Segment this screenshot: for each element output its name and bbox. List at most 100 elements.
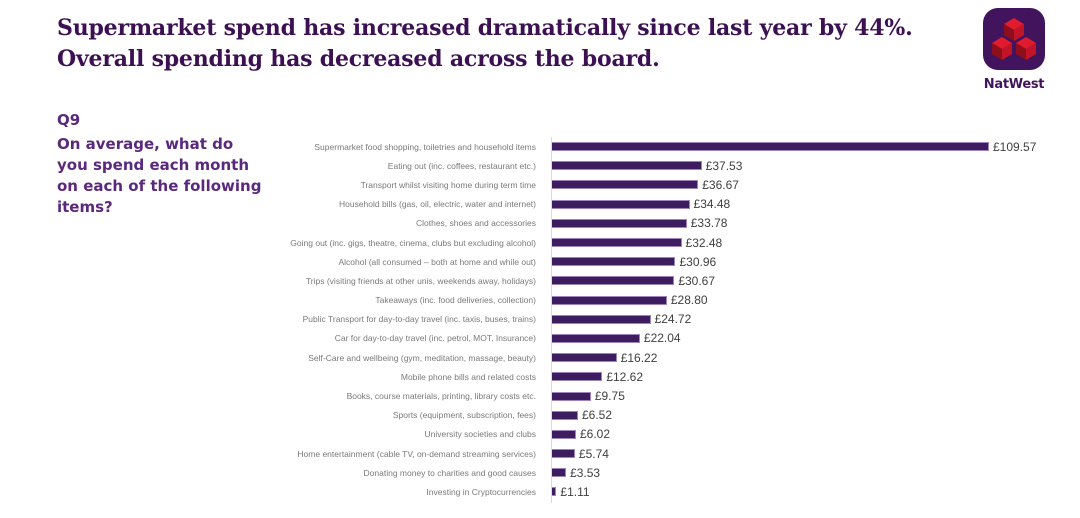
bar bbox=[552, 429, 576, 439]
slide-title: Supermarket spend has increased dramatic… bbox=[57, 13, 917, 75]
question-id: Q9 bbox=[57, 111, 81, 129]
bar-value-label: £30.96 bbox=[679, 254, 717, 269]
bar-category-label: Trips (visiting friends at other unis, w… bbox=[305, 275, 536, 286]
bar-row: Mobile phone bills and related costs £12.… bbox=[0, 367, 1080, 386]
bar-area: £6.52 bbox=[552, 408, 612, 422]
bar-category-label: Alcohol (all consumed – both at home and… bbox=[338, 256, 536, 267]
bar-value-label: £6.02 bbox=[580, 427, 611, 442]
bar-row: University societies and clubs £6.02 bbox=[0, 425, 1080, 444]
bar-value-label: £109.57 bbox=[993, 139, 1037, 154]
bar-area: £12.62 bbox=[552, 370, 643, 384]
bar bbox=[552, 295, 667, 305]
natwest-logo: NatWest bbox=[962, 8, 1066, 92]
bar-category-label: Household bills (gas, oil, electric, wat… bbox=[338, 199, 536, 210]
bar-category-label: Sports (equipment, subscription, fees) bbox=[392, 410, 536, 421]
bar-category-label: Donating money to charities and good cau… bbox=[363, 467, 536, 478]
natwest-wordmark: NatWest bbox=[983, 77, 1045, 92]
bar-area: £3.53 bbox=[552, 466, 600, 480]
bar bbox=[552, 257, 676, 267]
bar-value-label: £28.80 bbox=[670, 293, 708, 308]
bar-row: Sports (equipment, subscription, fees) £6… bbox=[0, 406, 1080, 425]
bar-value-label: £6.52 bbox=[582, 408, 613, 423]
bar-area: £30.96 bbox=[552, 255, 716, 269]
bar-row: Takeaways (inc. food deliveries, collect… bbox=[0, 291, 1080, 310]
bar-area: £34.48 bbox=[552, 197, 730, 211]
bar bbox=[552, 142, 989, 152]
bar-chart: Supermarket food shopping, toiletries an… bbox=[0, 137, 1080, 503]
bar bbox=[552, 391, 591, 401]
bar-category-label: Clothes, shoes and accessories bbox=[415, 218, 536, 229]
bar-value-label: £1.11 bbox=[560, 484, 590, 499]
bar-value-label: £22.04 bbox=[643, 331, 681, 346]
bar-area: £28.80 bbox=[552, 293, 708, 307]
bar-row: Self-Care and wellbeing (gym, meditation… bbox=[0, 348, 1080, 367]
bar-row: Eating out (inc. coffees, restaurant etc… bbox=[0, 156, 1080, 175]
bar-area: £109.57 bbox=[552, 140, 1036, 154]
bar-area: £32.48 bbox=[552, 236, 722, 250]
bar-row: Investing in Cryptocurrencies £1.11 bbox=[0, 482, 1080, 501]
bar-area: £6.02 bbox=[552, 427, 610, 441]
bar bbox=[552, 276, 675, 286]
bar-category-label: Home entertainment (cable TV, on-demand … bbox=[297, 448, 536, 459]
bar-category-label: Public Transport for day-to-day travel (… bbox=[302, 314, 536, 325]
bar bbox=[552, 468, 567, 478]
bar-rows: Supermarket food shopping, toiletries an… bbox=[0, 137, 1080, 502]
question-text: On average, what do you spend each month… bbox=[57, 135, 262, 216]
bar-area: £33.78 bbox=[552, 216, 727, 230]
bar-category-label: Transport whilst visiting home during te… bbox=[360, 179, 536, 190]
bar-row: Home entertainment (cable TV, on-demand … bbox=[0, 444, 1080, 463]
bar-area: £5.74 bbox=[552, 447, 609, 461]
bar-value-label: £12.62 bbox=[606, 369, 644, 384]
bar-row: Clothes, shoes and accessories £33.78 bbox=[0, 214, 1080, 233]
bar-area: £9.75 bbox=[552, 389, 625, 403]
bar bbox=[552, 372, 603, 382]
bar-row: Going out (inc. gigs, theatre, cinema, c… bbox=[0, 233, 1080, 252]
bar-row: Car for day-to-day travel (inc. petrol, … bbox=[0, 329, 1080, 348]
bar-area: £1.11 bbox=[552, 485, 590, 499]
bar-category-label: Self-Care and wellbeing (gym, meditation… bbox=[308, 352, 536, 363]
bar-category-label: Eating out (inc. coffees, restaurant etc… bbox=[387, 160, 536, 171]
bar-area: £24.72 bbox=[552, 312, 691, 326]
bar-category-label: University societies and clubs bbox=[424, 429, 537, 440]
bar bbox=[552, 410, 578, 420]
bar-row: Donating money to charities and good cau… bbox=[0, 463, 1080, 482]
bar-row: Household bills (gas, oil, electric, wat… bbox=[0, 195, 1080, 214]
bar-value-label: £5.74 bbox=[578, 446, 609, 461]
slide-title-line1: Supermarket spend has increased dramatic… bbox=[57, 15, 913, 41]
chart-axis-line bbox=[551, 137, 552, 503]
bar bbox=[552, 333, 640, 343]
bar-value-label: £30.67 bbox=[678, 273, 716, 288]
bar-area: £30.67 bbox=[552, 274, 715, 288]
natwest-cubes-icon bbox=[983, 8, 1045, 70]
bar bbox=[552, 487, 557, 497]
bar-row: Transport whilst visiting home during te… bbox=[0, 175, 1080, 194]
bar-value-label: £36.67 bbox=[702, 177, 739, 192]
bar-category-label: Supermarket food shopping, toiletries an… bbox=[314, 141, 536, 152]
bar-category-label: Takeaways (inc. food deliveries, collect… bbox=[375, 295, 536, 306]
bar-row: Supermarket food shopping, toiletries an… bbox=[0, 137, 1080, 156]
bar bbox=[552, 353, 617, 363]
bar-area: £37.53 bbox=[552, 159, 742, 173]
bar bbox=[552, 218, 687, 228]
bar-value-label: £32.48 bbox=[685, 235, 723, 250]
bar-row: Books, course materials, printing, libra… bbox=[0, 386, 1080, 405]
bar bbox=[552, 161, 702, 171]
bar-category-label: Books, course materials, printing, libra… bbox=[346, 391, 536, 402]
bar bbox=[552, 314, 651, 324]
bar-value-label: £24.72 bbox=[654, 312, 692, 327]
bar-area: £36.67 bbox=[552, 178, 739, 192]
bar bbox=[552, 199, 690, 209]
bar-value-label: £34.48 bbox=[693, 197, 731, 212]
question-block: Q9 On average, what do you spend each mo… bbox=[57, 110, 269, 218]
bar-category-label: Mobile phone bills and related costs bbox=[400, 371, 536, 382]
bar-row: Alcohol (all consumed – both at home and… bbox=[0, 252, 1080, 271]
bar-row: Trips (visiting friends at other unis, w… bbox=[0, 271, 1080, 290]
bar-area: £16.22 bbox=[552, 351, 657, 365]
bar bbox=[552, 449, 575, 459]
bar-value-label: £16.22 bbox=[620, 350, 658, 365]
bar-category-label: Car for day-to-day travel (inc. petrol, … bbox=[334, 333, 536, 344]
bar-value-label: £37.53 bbox=[705, 158, 743, 173]
bar bbox=[552, 180, 699, 190]
bar-area: £22.04 bbox=[552, 331, 681, 345]
bar-value-label: £3.53 bbox=[570, 465, 601, 480]
